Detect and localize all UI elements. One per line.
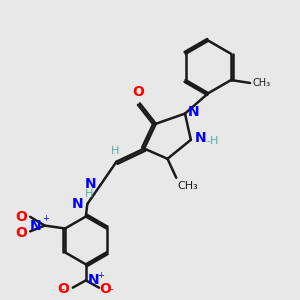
Text: N: N [84, 177, 96, 190]
Text: N: N [30, 219, 41, 232]
Text: CH₃: CH₃ [178, 181, 199, 191]
Text: -H: -H [207, 136, 219, 146]
Text: H: H [85, 189, 93, 199]
Text: -: - [109, 284, 113, 294]
Text: N: N [195, 131, 207, 146]
Text: -: - [61, 284, 64, 294]
Text: O: O [100, 282, 111, 296]
Text: O: O [132, 85, 144, 99]
Text: H: H [111, 146, 119, 156]
Text: N: N [72, 197, 84, 211]
Text: N: N [87, 273, 99, 287]
Text: -: - [18, 229, 22, 239]
Text: O: O [15, 210, 27, 224]
Text: O: O [57, 282, 69, 296]
Text: N: N [188, 105, 200, 119]
Text: O: O [15, 226, 27, 240]
Text: +: + [42, 214, 49, 223]
Text: +: + [97, 271, 104, 280]
Text: CH₃: CH₃ [252, 78, 271, 88]
